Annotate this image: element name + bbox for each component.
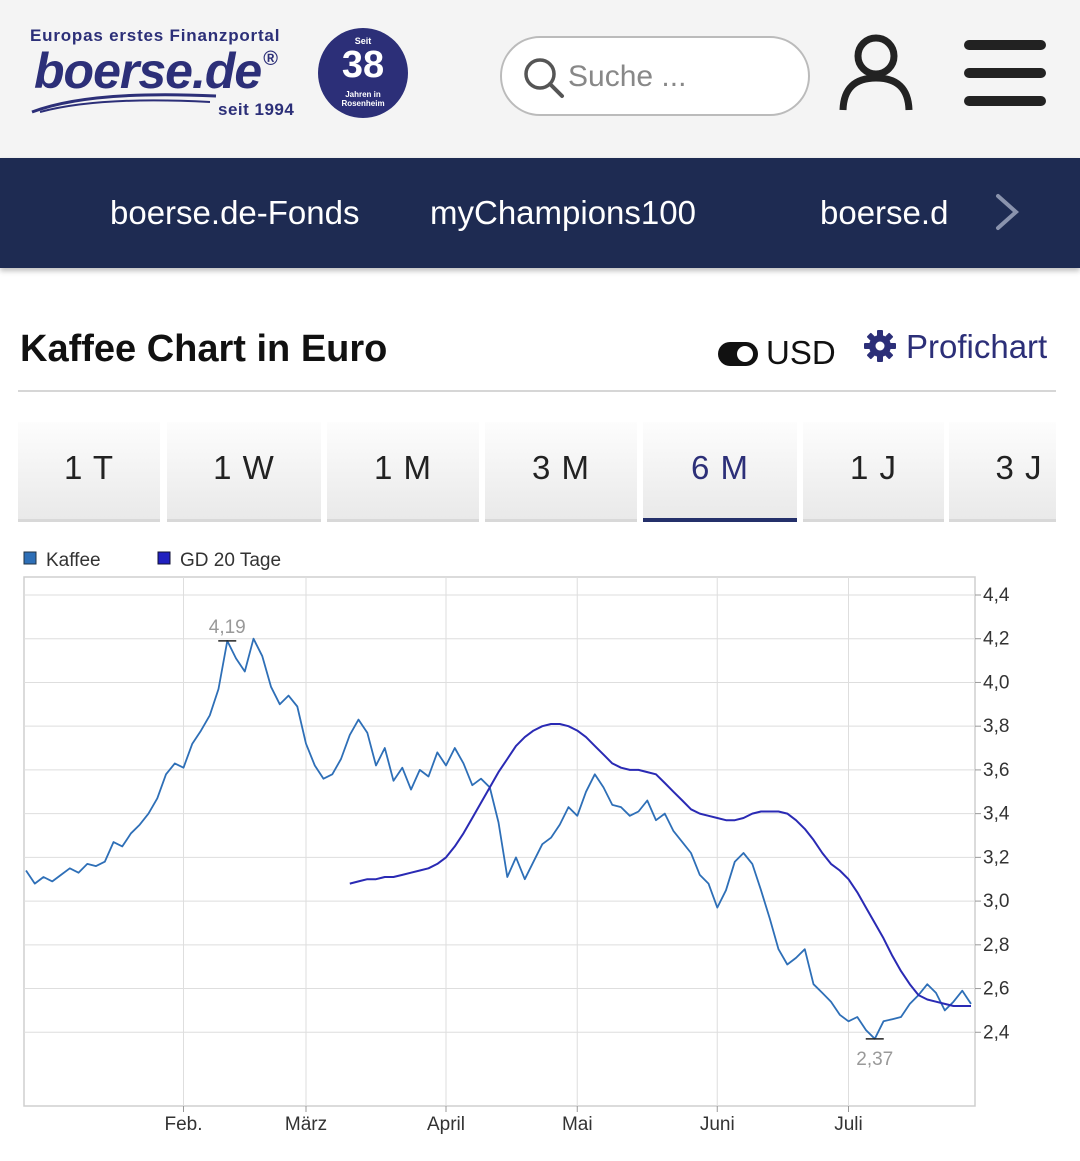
tab-3m[interactable]: 3 M: [485, 422, 637, 522]
tab-1w[interactable]: 1 W: [167, 422, 321, 522]
search-input[interactable]: [566, 56, 790, 98]
logo-swoosh-icon: [31, 93, 217, 114]
x-tick-label: April: [427, 1114, 465, 1135]
tab-1j[interactable]: 1 J: [803, 422, 944, 522]
nav-item-boerse[interactable]: boerse.de: [820, 194, 948, 231]
y-tick-label: 2,8: [983, 935, 1009, 956]
y-tick-label: 4,0: [983, 672, 1009, 693]
anniversary-badge: Seit 38 Jahren in Rosenheim: [318, 28, 408, 118]
legend-swatch-gd20: [157, 551, 171, 565]
x-tick-label: Juli: [834, 1114, 863, 1135]
y-tick-label: 3,2: [983, 847, 1009, 868]
y-tick-label: 3,0: [983, 891, 1009, 912]
search-box[interactable]: [500, 36, 810, 116]
top-bar: Europas erstes Finanzportal boerse.de ® s…: [0, 0, 1080, 158]
nav-item-fonds[interactable]: boerse.de-Fonds: [110, 194, 360, 231]
logo-since: seit 1994: [218, 100, 295, 119]
y-tick-label: 3,6: [983, 760, 1009, 781]
main-navigation: boerse.de-Fonds myChampions100 boerse.de: [0, 158, 1080, 268]
badge-number: 38: [341, 44, 385, 86]
hamburger-menu-icon[interactable]: [964, 40, 1046, 106]
y-tick-label: 3,8: [983, 716, 1009, 737]
gear-icon: [864, 330, 896, 362]
tab-3j[interactable]: 3 J: [949, 422, 1056, 522]
price-chart[interactable]: Kaffee GD 20 Tage Feb. März April Mai Juni Ju…: [0, 540, 1080, 1140]
y-tick-label: 4,2: [983, 629, 1009, 650]
legend-kaffee: Kaffee: [46, 550, 101, 571]
logo-brand-text: boerse.de: [34, 43, 262, 99]
y-tick-label: 2,6: [983, 979, 1009, 1000]
series-line-kaffee: [25, 637, 972, 1040]
user-account-icon[interactable]: [838, 34, 914, 112]
y-tick-label: 4,4: [983, 585, 1010, 606]
annotation-min: 2,37: [856, 1049, 893, 1070]
badge-top: Seit: [354, 36, 372, 46]
tab-1m[interactable]: 1 M: [327, 422, 479, 522]
registered-mark: ®: [263, 48, 278, 70]
time-range-tabs: 1 T 1 W 1 M 3 M 6 M 1 J 3 J: [18, 422, 1056, 526]
x-tick-label: Mai: [562, 1114, 593, 1135]
legend-swatch-kaffee: [23, 551, 37, 565]
nav-item-mychampions100[interactable]: myChampions100: [430, 194, 696, 231]
badge-text: Jahren in Rosenheim: [341, 90, 385, 108]
logo-wordmark: boerse.de ®: [34, 42, 278, 100]
currency-toggle[interactable]: [718, 342, 758, 366]
currency-toggle-label[interactable]: USD: [766, 334, 836, 371]
tab-6m[interactable]: 6 M: [643, 422, 797, 522]
page-title: Kaffee Chart in Euro: [20, 328, 388, 370]
plot-area: [23, 576, 976, 1107]
series-line-gd20: [349, 723, 971, 1007]
search-icon: [524, 58, 564, 98]
y-tick-label: 2,4: [983, 1022, 1010, 1043]
legend-gd20: GD 20 Tage: [180, 550, 281, 571]
chart-legend: Kaffee GD 20 Tage: [23, 550, 281, 571]
profichart-label: Profichart: [906, 328, 1048, 365]
x-tick-label: Juni: [700, 1114, 735, 1135]
annotation-max: 4,19: [209, 617, 246, 638]
chevron-right-icon[interactable]: [990, 192, 1024, 232]
tab-1t[interactable]: 1 T: [18, 422, 160, 522]
section-divider: [18, 390, 1056, 392]
y-tick-label: 3,4: [983, 804, 1010, 825]
logo-tagline: Europas erstes Finanzportal: [30, 26, 281, 45]
x-tick-label: Feb.: [164, 1114, 202, 1135]
site-logo[interactable]: Europas erstes Finanzportal boerse.de ® s…: [30, 24, 420, 124]
x-tick-label: März: [285, 1114, 327, 1135]
